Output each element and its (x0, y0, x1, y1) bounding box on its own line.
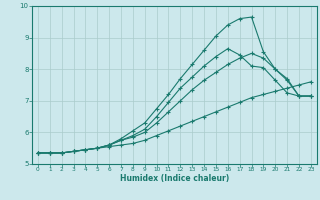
X-axis label: Humidex (Indice chaleur): Humidex (Indice chaleur) (120, 174, 229, 183)
